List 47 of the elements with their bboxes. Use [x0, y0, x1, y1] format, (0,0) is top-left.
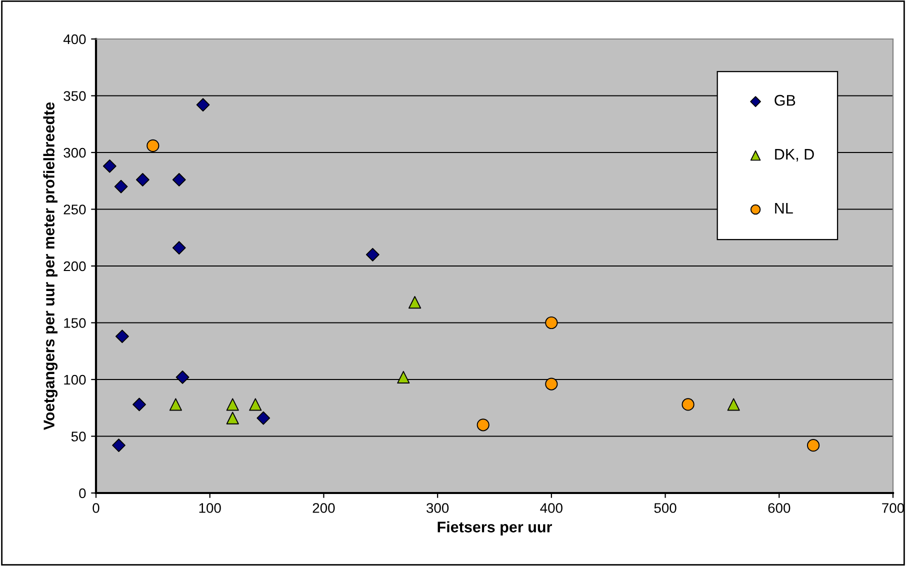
point [226, 398, 239, 411]
point [476, 418, 490, 432]
point [196, 98, 210, 112]
point [408, 296, 422, 309]
y-tick-label: 50 [71, 432, 86, 442]
x-tick-label: 300 [426, 503, 449, 513]
point [169, 398, 182, 411]
legend-label: DK, D [775, 149, 814, 162]
point [172, 241, 186, 255]
legend-label: NL [775, 203, 793, 214]
point [176, 370, 190, 384]
y-tick-label: 0 [79, 488, 86, 498]
point [682, 398, 694, 411]
y-tick-label: 350 [64, 91, 86, 101]
y-axis-title: Voetgangers per uur per meter profielbreedte [43, 102, 58, 430]
point [249, 398, 262, 411]
legend-label: GB [774, 94, 796, 106]
point [807, 439, 820, 452]
point [397, 370, 410, 384]
point [115, 330, 129, 344]
point [172, 173, 186, 186]
y-tick-label: 250 [64, 204, 86, 214]
x-tick-label: 700 [882, 503, 904, 513]
x-axis-title: Fietsers per uur [438, 521, 552, 536]
point [226, 412, 239, 424]
point [545, 316, 558, 330]
point [366, 248, 380, 262]
point [146, 139, 160, 152]
x-tick-label: 500 [654, 503, 676, 513]
point [727, 398, 740, 411]
x-tick-label: 400 [540, 503, 562, 513]
x-tick-label: 200 [312, 503, 335, 513]
point [136, 173, 150, 186]
y-tick-label: 150 [64, 318, 86, 328]
x-tick-label: 0 [92, 503, 100, 513]
point [256, 411, 270, 425]
y-tick-label: 300 [64, 148, 86, 158]
point [545, 378, 558, 390]
y-tick-label: 100 [64, 374, 86, 385]
x-tick-label: 600 [768, 503, 790, 513]
point [132, 398, 146, 412]
x-tick-label: 100 [199, 503, 221, 513]
y-tick-label: 200 [64, 261, 86, 272]
point [102, 159, 116, 173]
point [114, 180, 128, 194]
y-tick-label: 400 [63, 34, 86, 44]
point [112, 438, 126, 452]
